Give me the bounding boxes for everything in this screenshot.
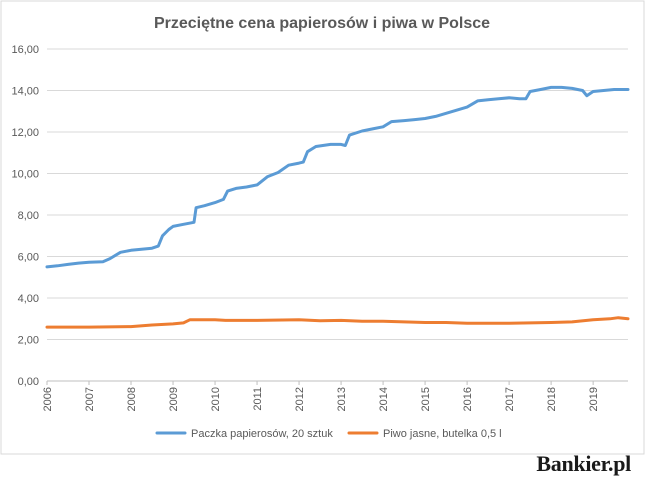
x-tick-label: 2013	[336, 387, 348, 411]
x-tick-label: 2010	[210, 387, 222, 411]
y-axis-tick-labels: 0,00 2,00 4,00 6,00 8,00 10,00 12,00 14,00 16,00	[11, 44, 39, 388]
x-tick-label: 2014	[378, 387, 390, 411]
x-tick-label: 2008	[126, 387, 138, 411]
brand-logo: Bankier.pl	[536, 451, 631, 476]
y-tick-label: 14,00	[11, 86, 39, 98]
y-tick-label: 10,00	[11, 169, 39, 181]
x-tick-label: 2006	[42, 387, 54, 411]
series-lines	[45, 85, 630, 329]
x-tick-label: 2011	[252, 387, 264, 411]
y-tick-label: 12,00	[11, 127, 39, 139]
x-tick-label: 2012	[294, 387, 306, 411]
x-tick-label: 2016	[462, 387, 474, 411]
gridlines	[46, 48, 628, 385]
y-tick-label: 4,00	[18, 293, 39, 305]
chart-title: Przeciętne cena papierosów i piwa w Pols…	[154, 15, 490, 32]
y-tick-label: 2,00	[18, 335, 39, 347]
x-tick-label: 2019	[588, 387, 600, 411]
legend: Paczka papierosów, 20 sztuk Piwo jasne, b…	[155, 428, 502, 440]
y-tick-label: 8,00	[18, 210, 39, 222]
series-line-1	[45, 316, 630, 329]
y-tick-label: 0,00	[18, 376, 39, 388]
chart-area-border	[0, 0, 645, 455]
x-tick-label: 2017	[504, 387, 516, 411]
x-tick-label: 2007	[84, 387, 96, 411]
x-axis-tick-labels: 2006 2007 2008 2009 2010 2011 2012 2013 2014 2015…	[42, 387, 600, 411]
y-tick-label: 6,00	[18, 252, 39, 264]
x-tick-label: 2009	[168, 387, 180, 411]
legend-label-0: Paczka papierosów, 20 sztuk	[191, 428, 333, 440]
legend-label-1: Piwo jasne, butelka 0,5 l	[383, 428, 502, 440]
x-tick-label: 2018	[546, 387, 558, 411]
series-line-0	[45, 85, 630, 269]
x-tick-label: 2015	[420, 387, 432, 411]
y-tick-label: 16,00	[11, 44, 39, 56]
